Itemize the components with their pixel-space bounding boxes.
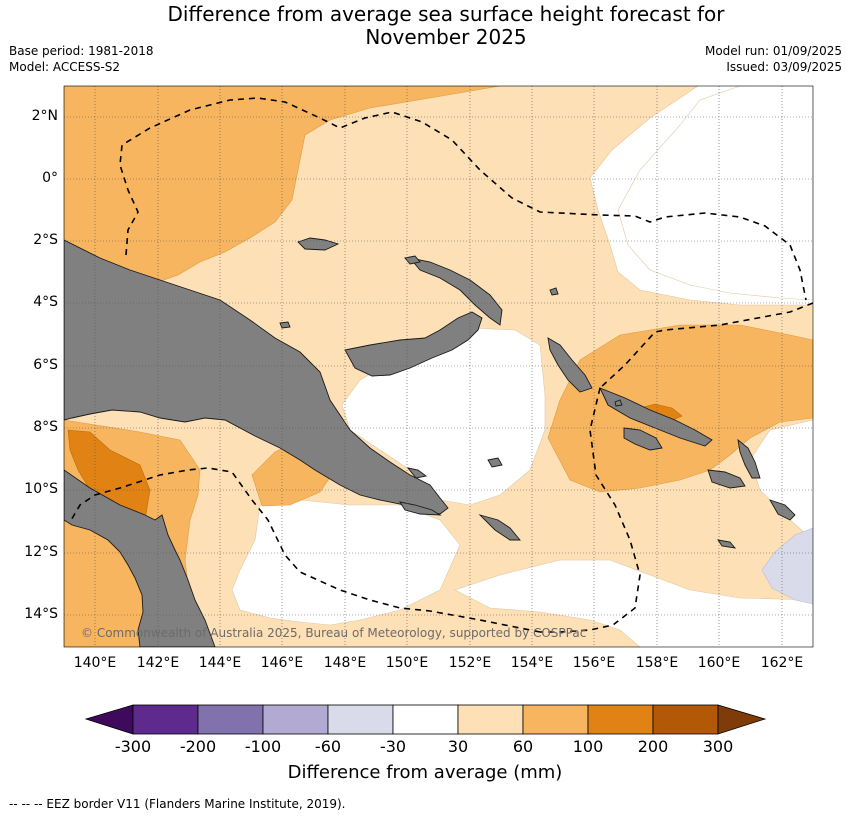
- colorbar-bin-neg30-30: [392, 704, 459, 735]
- colorbar-bin-30-60: [457, 704, 524, 735]
- ssh-band-neg30-neg60: [761, 527, 813, 605]
- land-makira: [707, 469, 746, 489]
- lon-label-148e: 148°E: [323, 655, 367, 671]
- colorbar-tick-100: 100: [572, 737, 604, 756]
- lat-label-8s: 8°S: [33, 419, 58, 435]
- meta-left: Base period: 1981-2018 Model: ACCESS-S2: [9, 43, 154, 75]
- graticule: [64, 86, 813, 647]
- lon-label-162e: 162°E: [760, 655, 804, 671]
- lon-label-140e: 140°E: [73, 655, 117, 671]
- lat-label-0: 0°: [42, 170, 58, 186]
- lat-label-6s: 6°S: [33, 357, 58, 373]
- ssh-white-patch-4: [454, 559, 813, 647]
- land-small-6: [614, 399, 623, 407]
- lon-label-160e: 160°E: [697, 655, 741, 671]
- land-choiseul-isabel: [599, 387, 713, 447]
- land-rossel-area: [478, 514, 521, 541]
- lat-label-4s: 4°S: [33, 294, 58, 310]
- colorbar-bin-100-200: [587, 704, 654, 735]
- lon-label-158e: 158°E: [635, 655, 679, 671]
- colorbar-tick-300: 300: [702, 737, 734, 756]
- land-small-1: [404, 255, 421, 265]
- eez-border-east: [599, 302, 813, 389]
- colorbar-label: Difference from average (mm): [287, 762, 563, 783]
- eez-borders: [69, 97, 813, 633]
- colorbar-tick-neg100: -100: [244, 737, 282, 756]
- lat-label-2s: 2°S: [33, 232, 58, 248]
- lon-label-154e: 154°E: [510, 655, 554, 671]
- colorbar-bin-neg200-neg100: [197, 704, 264, 735]
- lat-label-2n: 2°N: [31, 108, 58, 124]
- lon-label-144e: 144°E: [198, 655, 242, 671]
- meta-right: Model run: 01/09/2025 Issued: 03/09/2025: [705, 43, 842, 75]
- land-bougainville: [547, 337, 593, 393]
- map-plot-area: [64, 86, 813, 647]
- land-malaita: [737, 438, 761, 479]
- colorbar-bin-60-100: [522, 704, 589, 735]
- land-new-britain: [344, 311, 483, 377]
- land-guadalcanal: [623, 427, 663, 451]
- land-small-5: [549, 287, 559, 296]
- lon-label-156e: 156°E: [572, 655, 616, 671]
- colorbar-tick-neg60: -60: [314, 737, 342, 756]
- lon-label-152e: 152°E: [448, 655, 492, 671]
- eez-legend-note: -- -- -- EEZ border V11 (Flanders Marine…: [9, 797, 346, 811]
- copyright-notice: © Commonwealth of Australia 2025, Bureau…: [81, 626, 587, 640]
- colorbar-extend-high: [717, 704, 767, 735]
- chart-title: Difference from average sea surface heig…: [0, 3, 850, 49]
- map-frame: [63, 85, 814, 648]
- lat-label-12s: 12°S: [24, 544, 58, 560]
- model-run: Model run: 01/09/2025: [704, 44, 842, 58]
- colorbar-bin-200-300: [652, 704, 719, 735]
- ssh-white-patch-1: [617, 86, 813, 301]
- title-line-1: Difference from average sea surface heig…: [167, 2, 725, 26]
- land-small-4: [717, 539, 737, 549]
- land-vanuatu-north: [769, 499, 796, 521]
- eez-border-png-north: [119, 97, 807, 301]
- lon-label-150e: 150°E: [385, 655, 429, 671]
- lat-label-14s: 14°S: [24, 606, 58, 622]
- land-louisiade: [399, 501, 442, 516]
- land-small-3: [487, 457, 503, 468]
- colorbar-tick-neg30: -30: [379, 737, 407, 756]
- colorbar-tick-neg200: -200: [179, 737, 217, 756]
- colorbar-bin-neg60-neg30: [327, 704, 394, 735]
- colorbar-extend-low: [84, 704, 134, 735]
- colorbar-tick-200: 200: [637, 737, 669, 756]
- lon-label-142e: 142°E: [136, 655, 180, 671]
- colorbar-tick-30: 30: [447, 737, 469, 756]
- model-name: Model: ACCESS-S2: [9, 60, 121, 74]
- land-masses: [64, 237, 796, 647]
- eez-border-solomon: [540, 387, 641, 633]
- lat-label-10s: 10°S: [24, 481, 58, 497]
- colorbar-bin-neg300-neg200: [132, 704, 199, 735]
- land-new-ireland: [408, 257, 503, 326]
- base-period: Base period: 1981-2018: [9, 44, 154, 58]
- lon-label-146e: 146°E: [260, 655, 304, 671]
- eez-border-southwest: [69, 467, 541, 633]
- land-small-2: [279, 321, 291, 329]
- colorbar-tick-60: 60: [512, 737, 534, 756]
- issued-date: Issued: 03/09/2025: [726, 60, 842, 74]
- title-line-2: November 2025: [365, 25, 527, 49]
- colorbar-bin-neg100-neg60: [262, 704, 329, 735]
- colorbar-tick-neg300: -300: [114, 737, 152, 756]
- colorbar: [84, 704, 767, 735]
- land-australia-cape-york: [64, 469, 216, 647]
- land-trobriand: [406, 467, 428, 479]
- ssh-band-60-100-east: [547, 324, 813, 493]
